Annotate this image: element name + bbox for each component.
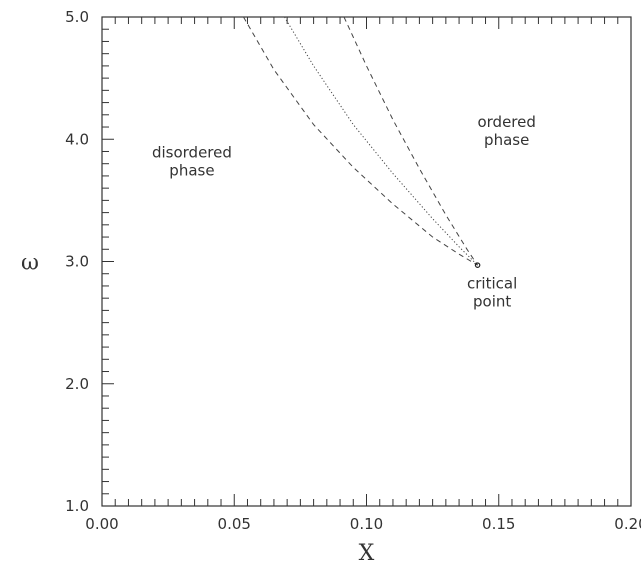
axis-ticks	[101, 16, 632, 507]
x-tick-label: 0.20	[614, 515, 641, 533]
y-tick-label: 1.0	[65, 497, 89, 515]
series-line-3	[343, 16, 479, 266]
x-tick-label: 0.15	[482, 515, 515, 533]
annotation-disordered: disordered phase	[152, 144, 232, 180]
series-line-2	[284, 16, 478, 266]
x-tick-label: 0.05	[218, 515, 251, 533]
y-tick-label: 5.0	[65, 8, 89, 26]
annotation-line: phase	[169, 162, 214, 180]
annotation-line: phase	[484, 131, 529, 149]
curves	[243, 16, 481, 268]
y-tick-label: 4.0	[65, 130, 89, 148]
x-tick-label: 0.10	[350, 515, 383, 533]
y-tick-label: 3.0	[65, 253, 89, 271]
y-axis-title: ω	[21, 251, 39, 276]
annotation-line: critical	[467, 274, 517, 292]
annotation-line: point	[473, 292, 511, 310]
plot-frame	[101, 16, 632, 507]
critical-point-marker	[474, 262, 481, 268]
x-axis-title: X	[359, 541, 375, 565]
annotation-critical: critical point	[467, 274, 517, 310]
tick-labels: 0.00 0.05 0.10 0.15 0.20 1.0 2.0 3.0 4.0 5.0	[65, 8, 641, 533]
y-tick-label: 2.0	[65, 375, 89, 393]
annotation-ordered: ordered phase	[477, 113, 535, 149]
series-line-1	[243, 16, 478, 266]
annotation-line: ordered	[477, 113, 535, 131]
x-tick-label: 0.00	[85, 515, 118, 533]
annotation-line: disordered	[152, 144, 232, 162]
